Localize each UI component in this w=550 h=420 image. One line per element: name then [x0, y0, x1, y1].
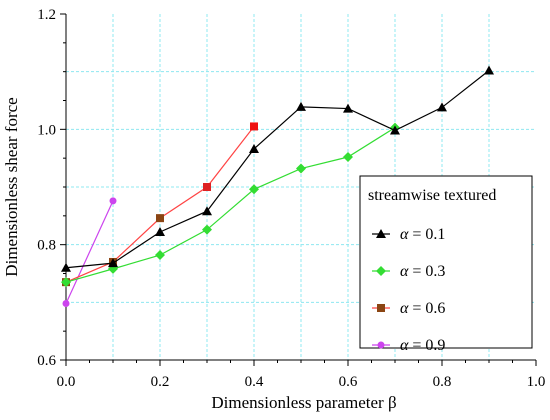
- x-tick-label: 0.4: [245, 374, 264, 390]
- data-point: [62, 299, 70, 307]
- data-point: [156, 214, 164, 223]
- data-point: [343, 152, 353, 163]
- y-axis-label: Dimensionless shear force: [2, 97, 21, 276]
- x-axis-label: Dimensionless parameter β: [211, 393, 396, 412]
- x-tick-label: 0.0: [57, 374, 76, 390]
- series-4: [62, 197, 117, 307]
- legend-label: α = 0.6: [400, 300, 445, 317]
- x-tick-label: 0.2: [151, 374, 170, 390]
- data-point: [296, 101, 306, 111]
- series-1: [61, 65, 494, 272]
- series-line: [65, 70, 490, 269]
- legend-label: α = 0.9: [400, 337, 445, 354]
- data-point: [61, 277, 71, 288]
- legend-title: streamwise textured: [368, 187, 496, 204]
- legend-marker: [376, 266, 386, 276]
- legend-marker: [377, 304, 385, 312]
- legend-entry: α = 0.6: [372, 300, 445, 317]
- data-point: [343, 103, 353, 113]
- legend-marker: [377, 341, 385, 349]
- x-tick-label: 1.0: [527, 374, 546, 390]
- data-point: [61, 262, 71, 272]
- legend-marker: [376, 229, 386, 238]
- x-tick-label: 0.8: [433, 374, 452, 390]
- y-tick-label: 1.2: [37, 7, 56, 23]
- y-tick-label: 0.8: [37, 238, 56, 254]
- legend-alpha-value: = 0.3: [408, 263, 445, 280]
- legend-alpha-symbol: α: [400, 300, 409, 317]
- legend-box: [359, 175, 533, 349]
- data-point: [203, 183, 211, 191]
- data-point: [155, 250, 165, 261]
- legend-alpha-symbol: α: [400, 263, 409, 280]
- series-group: [61, 65, 494, 307]
- legend-entry: α = 0.1: [372, 226, 445, 243]
- legend-alpha-value: = 0.6: [408, 300, 445, 317]
- legend-alpha-value: = 0.9: [408, 337, 445, 354]
- data-point: [109, 197, 117, 205]
- data-point: [202, 224, 212, 235]
- series-line: [65, 127, 396, 283]
- legend-label: α = 0.1: [400, 226, 445, 243]
- data-point: [249, 143, 259, 153]
- data-point: [108, 258, 118, 268]
- data-point: [202, 206, 212, 216]
- legend-entry: α = 0.9: [372, 337, 445, 354]
- series-line: [65, 200, 114, 304]
- x-tick-label: 0.6: [339, 374, 358, 390]
- y-tick-label: 0.6: [37, 353, 56, 369]
- data-point: [484, 65, 494, 75]
- data-point: [250, 122, 258, 131]
- legend-alpha-value: = 0.1: [408, 226, 445, 243]
- legend-entry: α = 0.3: [372, 263, 445, 280]
- data-point: [390, 125, 400, 135]
- y-tick-label: 1.0: [37, 122, 56, 138]
- legend-alpha-symbol: α: [400, 337, 409, 354]
- data-point: [155, 226, 165, 236]
- data-point: [296, 163, 306, 174]
- legend-alpha-symbol: α: [400, 226, 409, 243]
- data-point: [437, 102, 447, 112]
- legend-label: α = 0.3: [400, 263, 445, 280]
- data-point: [249, 184, 259, 195]
